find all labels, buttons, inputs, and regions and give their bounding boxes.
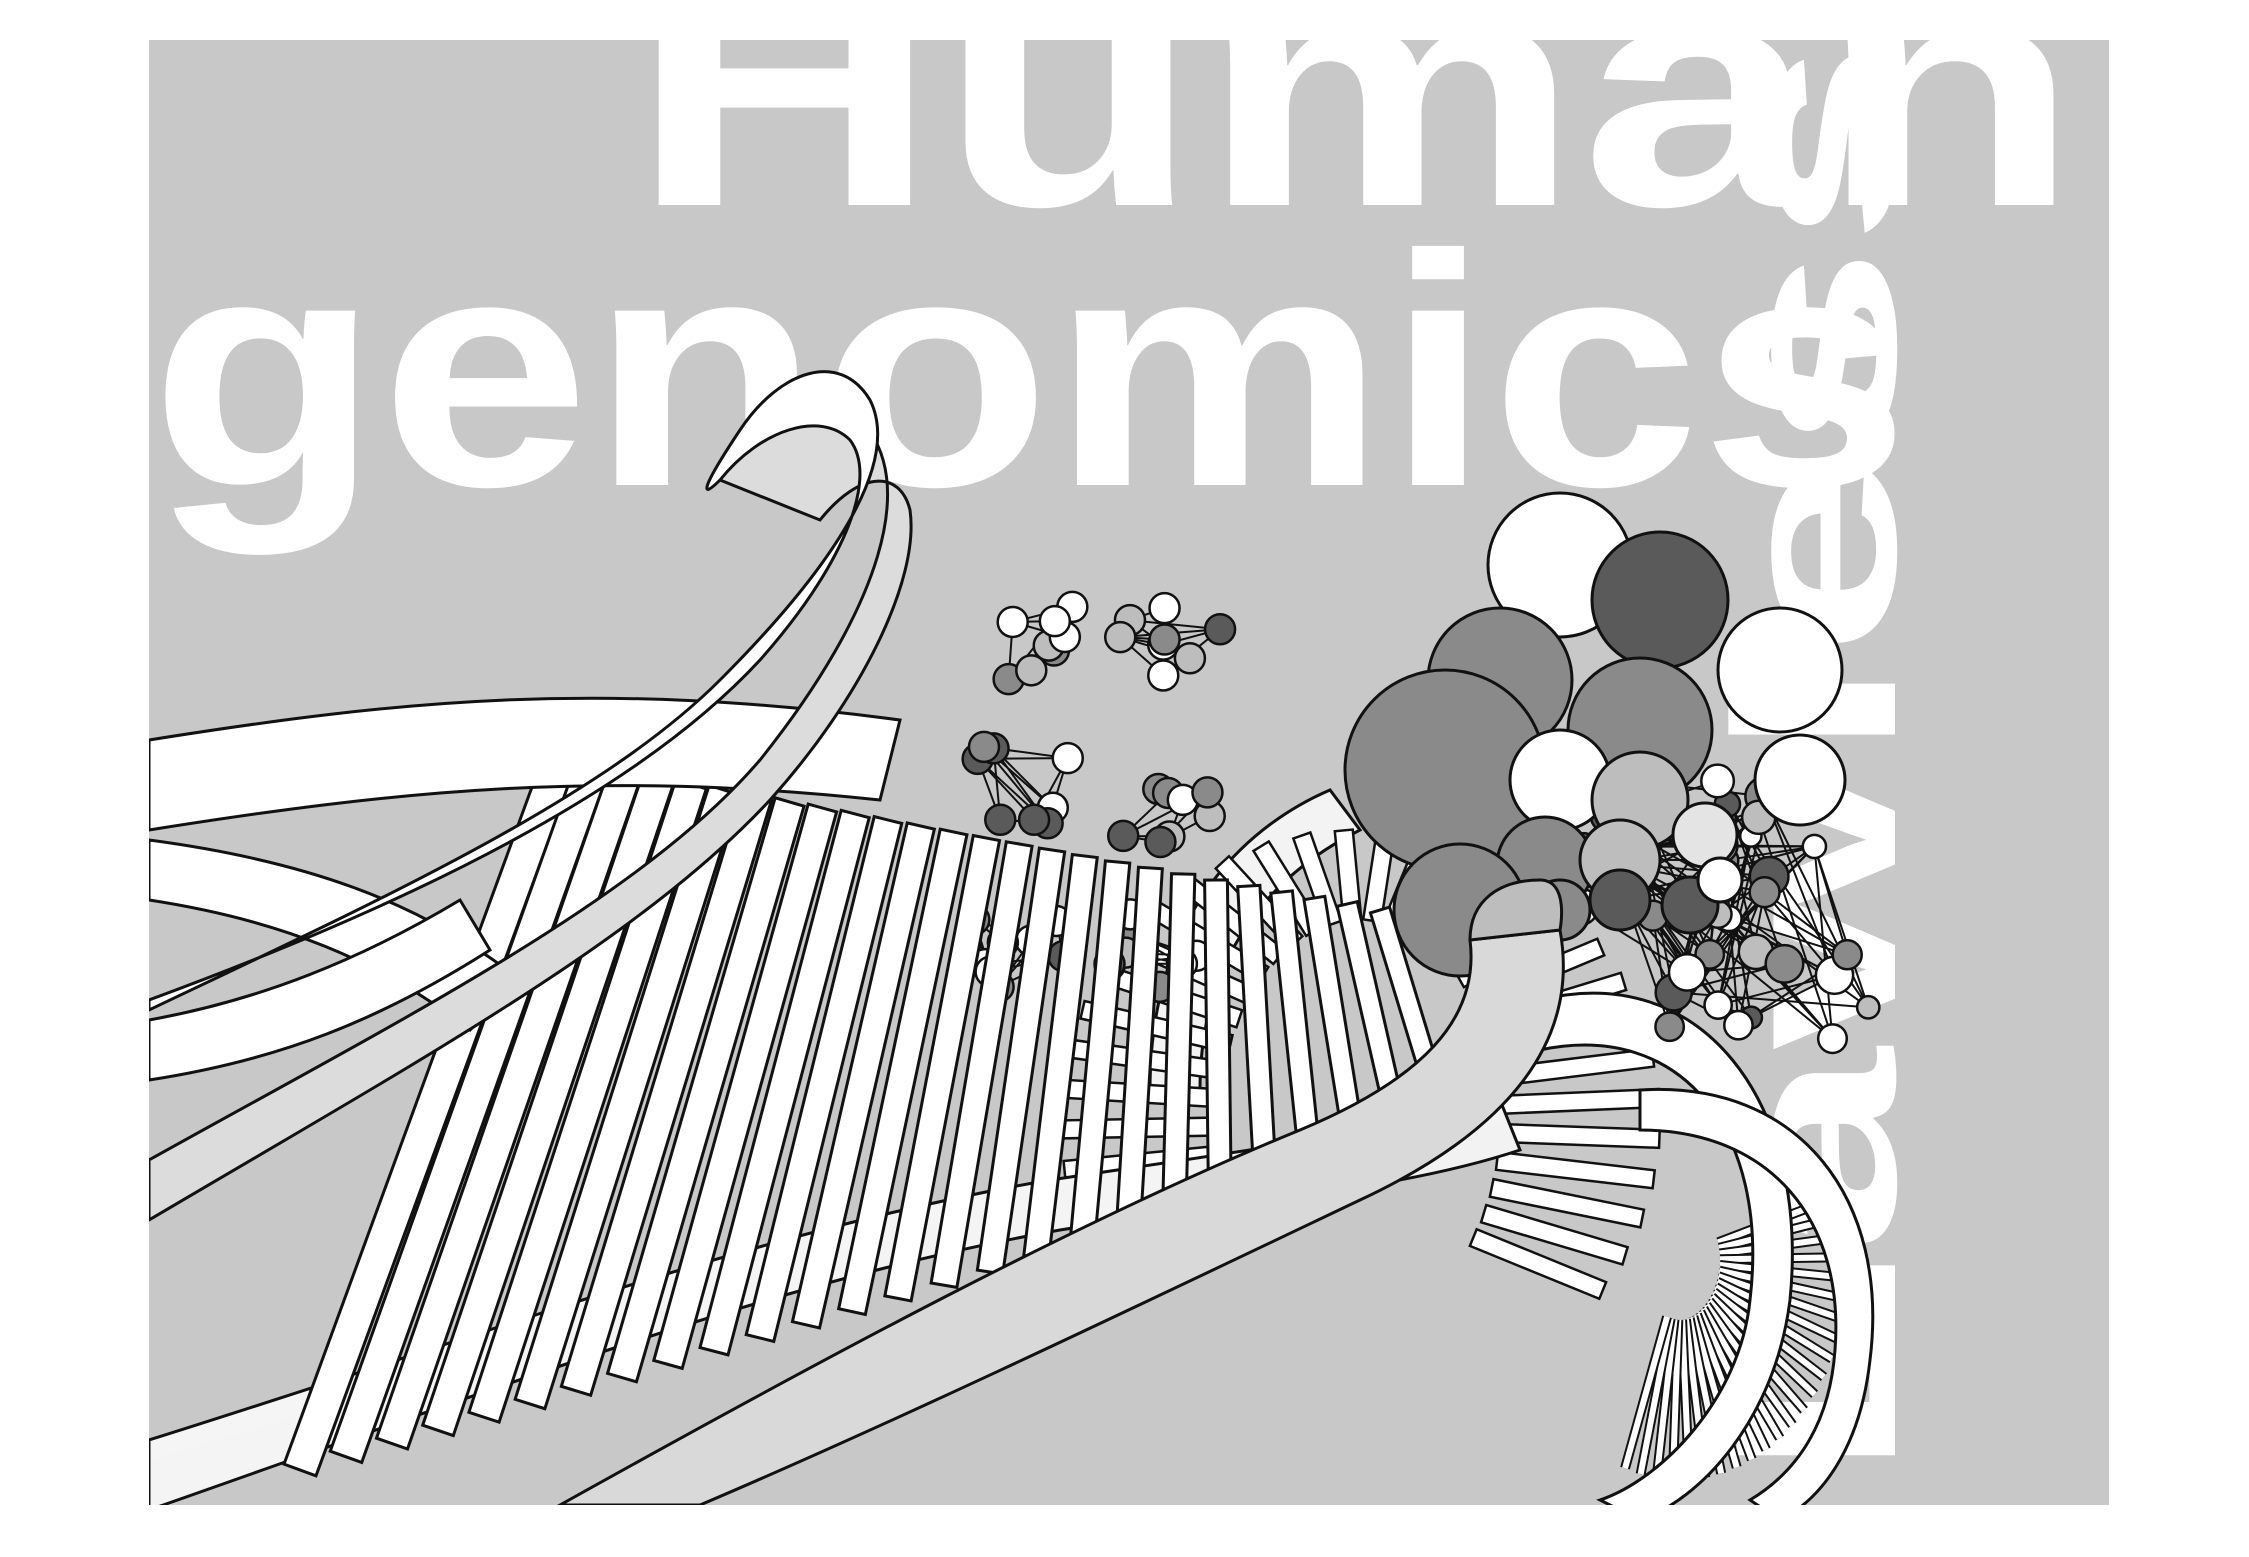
network-edge (1813, 846, 1849, 956)
network-node (1148, 591, 1181, 625)
helix-rung (1488, 1177, 1646, 1229)
helix-rung (698, 808, 872, 1357)
network-node (1147, 659, 1180, 692)
title-line-1: Human (630, 0, 2080, 275)
helix-rung (1479, 1203, 1630, 1267)
network-node (1144, 825, 1177, 859)
network-node (1855, 994, 1881, 1020)
network-node (1015, 654, 1048, 687)
network-node (996, 605, 1029, 639)
network-cluster (992, 590, 1089, 696)
cluster-node (1671, 801, 1739, 869)
helix-rung (605, 795, 806, 1384)
helix-rung (836, 827, 969, 1317)
network-node (1148, 623, 1181, 656)
network-node (1816, 1023, 1849, 1055)
network-edge (1763, 796, 1836, 976)
helix-rung (883, 833, 1002, 1303)
helix-rung (651, 802, 839, 1371)
network-node (1017, 803, 1051, 837)
cluster-node (1716, 606, 1844, 734)
network-node (1038, 604, 1072, 638)
network-node (1748, 876, 1781, 909)
network-node (1173, 641, 1207, 675)
cluster-node (1696, 856, 1744, 904)
network-node (1723, 1009, 1754, 1041)
helix-rung (1468, 1227, 1608, 1301)
network-node (1051, 741, 1085, 775)
helix-rung (929, 840, 1034, 1290)
network-node (1703, 990, 1734, 1020)
network-node (984, 803, 1017, 836)
network-node (1103, 620, 1137, 654)
network-node (1106, 819, 1140, 853)
helix-rung (744, 814, 904, 1344)
network-node (1654, 1011, 1686, 1043)
helix-front-rungs (282, 752, 1462, 1478)
helix-rung (1203, 878, 1233, 1208)
cluster-node (1753, 733, 1847, 827)
title-line-2: genomics (150, 186, 1910, 557)
helix-rung (790, 821, 937, 1330)
network-node (1764, 943, 1805, 984)
network-cluster (1106, 772, 1226, 859)
network-node (1801, 833, 1828, 860)
helix-front (149, 370, 1565, 1505)
cluster-node (1588, 868, 1652, 932)
network-edge (1673, 991, 1869, 1009)
network-node (1667, 952, 1707, 992)
network-edge (1763, 891, 1848, 956)
cluster-node (1590, 530, 1730, 670)
network-edge (1724, 845, 1815, 862)
network-node (967, 730, 1001, 764)
helix-rung (975, 846, 1067, 1276)
network-cluster (961, 730, 1085, 840)
network-node (1191, 776, 1224, 809)
network-node (1831, 938, 1863, 971)
network-node (1700, 763, 1736, 799)
network-cluster (1103, 591, 1237, 692)
network-node (1203, 612, 1237, 646)
network-edge (1813, 846, 1834, 1039)
node-cluster-large (1343, 491, 1881, 1055)
